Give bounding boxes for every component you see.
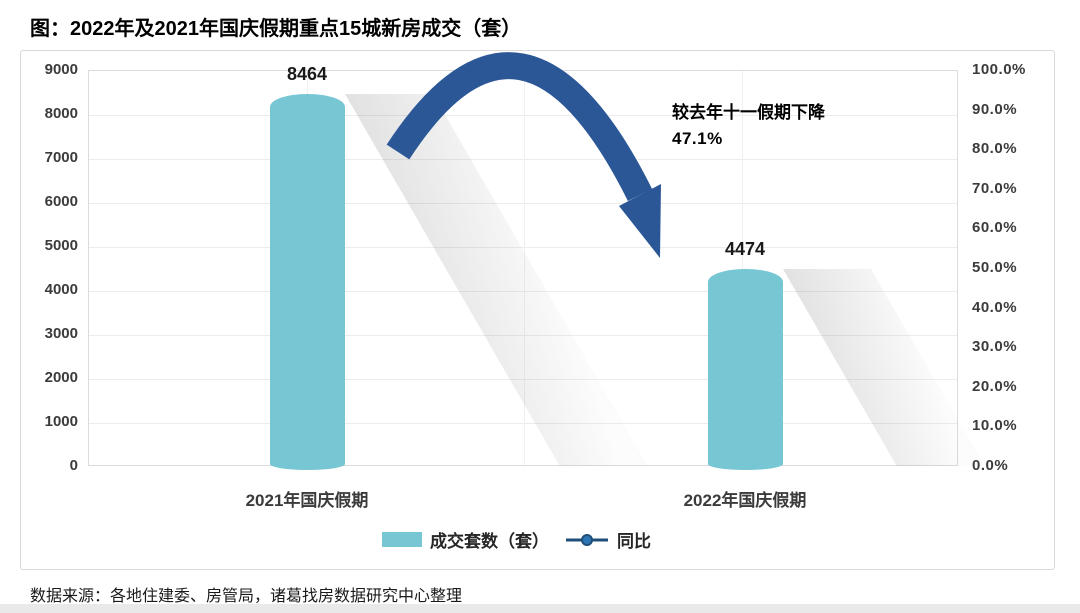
data-source-note: 数据来源：各地住建委、房管局，诸葛找房数据研究中心整理 <box>30 588 463 605</box>
legend-label-bars: 成交套数（套） <box>430 532 549 551</box>
x-category-2022: 2022年国庆假期 <box>683 491 807 510</box>
legend-item-bars: 成交套数（套） <box>382 527 549 552</box>
y-axis-tick-label: 6000 <box>44 193 78 210</box>
y-axis-tick-label: 9000 <box>44 61 78 78</box>
y2-axis-tick-label: 20.0% <box>972 377 1018 395</box>
chart-outer-box <box>20 50 1055 570</box>
y-axis-tick-label: 7000 <box>44 149 78 166</box>
gridline-horizontal <box>89 291 957 292</box>
y2-axis-tick-label: 80.0% <box>972 140 1018 158</box>
legend: 成交套数（套） 同比 <box>0 527 1033 552</box>
gridline-horizontal <box>89 423 957 424</box>
gridline-vertical <box>306 71 308 465</box>
legend-item-line: 同比 <box>565 527 651 552</box>
bar-value-2022: 4474 <box>724 239 766 260</box>
y2-axis-tick-label: 50.0% <box>972 259 1018 276</box>
gridline-horizontal <box>89 379 957 380</box>
y-axis-tick-label: 5000 <box>44 237 78 254</box>
y2-axis-tick-label: 60.0% <box>972 219 1018 237</box>
bar-series-swatch-icon <box>382 532 422 547</box>
gridline-horizontal <box>89 335 957 336</box>
decline-arrow-icon <box>386 52 661 258</box>
legend-label-line: 同比 <box>617 532 651 551</box>
y2-axis-tick-label: 30.0% <box>972 338 1018 356</box>
y-axis-tick-label: 0 <box>69 457 78 474</box>
y2-axis-tick-label: 40.0% <box>972 298 1018 316</box>
gridline-vertical <box>524 71 525 465</box>
y2-axis-tick-label: 70.0% <box>972 179 1018 197</box>
gridline-horizontal <box>89 203 957 204</box>
gridline-horizontal <box>89 115 957 116</box>
annotation-decline: 较去年十一假期下降 47.1% <box>672 100 825 152</box>
y2-axis-tick-label: 100.0% <box>972 61 1026 78</box>
y2-axis-tick-label: 10.0% <box>972 417 1018 435</box>
y-axis-tick-label: 2000 <box>44 369 78 386</box>
y-axis-tick-label: 1000 <box>44 413 78 430</box>
y2-axis-tick-label: 0.0% <box>972 457 1009 474</box>
y-axis-tick-label: 8000 <box>44 105 78 122</box>
gridline-horizontal <box>89 247 957 248</box>
line-dot-marker-icon <box>566 533 608 546</box>
annotation-line1: 较去年十一假期下降 <box>672 103 825 122</box>
y-axis-tick-label: 3000 <box>44 325 78 342</box>
bottom-divider <box>0 604 1080 613</box>
x-category-2021: 2021年国庆假期 <box>245 491 369 510</box>
y-axis-tick-label: 4000 <box>44 281 78 298</box>
annotation-line2: 47.1% <box>672 129 723 148</box>
chart-title: 图：2022年及2021年国庆假期重点15城新房成交（套） <box>30 18 522 40</box>
y2-axis-tick-label: 90.0% <box>972 100 1018 118</box>
gridline-horizontal <box>89 159 957 160</box>
gridline-vertical <box>741 71 743 465</box>
bar-value-2021: 8464 <box>286 63 328 84</box>
